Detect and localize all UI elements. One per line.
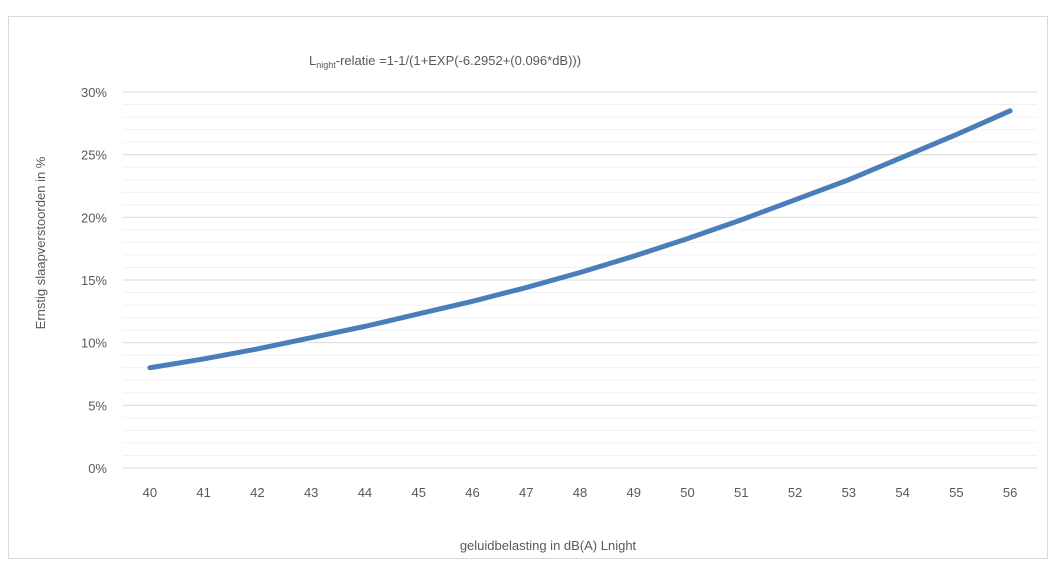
- x-axis-label: geluidbelasting in dB(A) Lnight: [460, 538, 637, 553]
- x-tick-label: 50: [680, 485, 694, 500]
- y-tick-label: 20%: [81, 210, 107, 225]
- y-tick-label: 15%: [81, 273, 107, 288]
- chart-svg: Lnight-relatie =1-1/(1+EXP(-6.2952+(0.09…: [9, 17, 1049, 560]
- x-tick-label: 54: [895, 485, 909, 500]
- x-tick-label: 53: [842, 485, 856, 500]
- series-layer: [150, 111, 1010, 368]
- series-line: [150, 111, 1010, 368]
- x-tick-label: 48: [573, 485, 587, 500]
- x-tick-label: 43: [304, 485, 318, 500]
- x-tick-label: 52: [788, 485, 802, 500]
- x-tick-label: 55: [949, 485, 963, 500]
- grid-layer: [123, 92, 1037, 468]
- chart-area: Lnight-relatie =1-1/(1+EXP(-6.2952+(0.09…: [8, 16, 1048, 559]
- y-axis-label: Ernstig slaapverstoorden in %: [33, 156, 48, 329]
- x-tick-label: 56: [1003, 485, 1017, 500]
- x-tick-label: 41: [196, 485, 210, 500]
- x-tick-label: 49: [627, 485, 641, 500]
- title-rest: -relatie =1-1/(1+EXP(-6.2952+(0.096*dB))…: [336, 53, 581, 68]
- x-tick-labels: 40 41 42 43 44 45 46 47 48 49 50 51 52 53 54 55 56: [143, 485, 1018, 500]
- y-tick-label: 5%: [88, 398, 107, 413]
- chart-title: Lnight-relatie =1-1/(1+EXP(-6.2952+(0.09…: [309, 53, 581, 70]
- x-tick-label: 45: [411, 485, 425, 500]
- y-tick-labels: 0% 5% 10% 15% 20% 25% 30%: [81, 85, 107, 476]
- title-main: L: [309, 53, 316, 68]
- y-tick-label: 25%: [81, 148, 107, 163]
- x-tick-label: 46: [465, 485, 479, 500]
- y-tick-label: 10%: [81, 336, 107, 351]
- x-tick-label: 44: [358, 485, 372, 500]
- x-tick-label: 47: [519, 485, 533, 500]
- title-subscript: night: [316, 60, 336, 70]
- y-tick-label: 0%: [88, 461, 107, 476]
- x-tick-label: 51: [734, 485, 748, 500]
- x-tick-label: 40: [143, 485, 157, 500]
- x-tick-label: 42: [250, 485, 264, 500]
- y-tick-label: 30%: [81, 85, 107, 100]
